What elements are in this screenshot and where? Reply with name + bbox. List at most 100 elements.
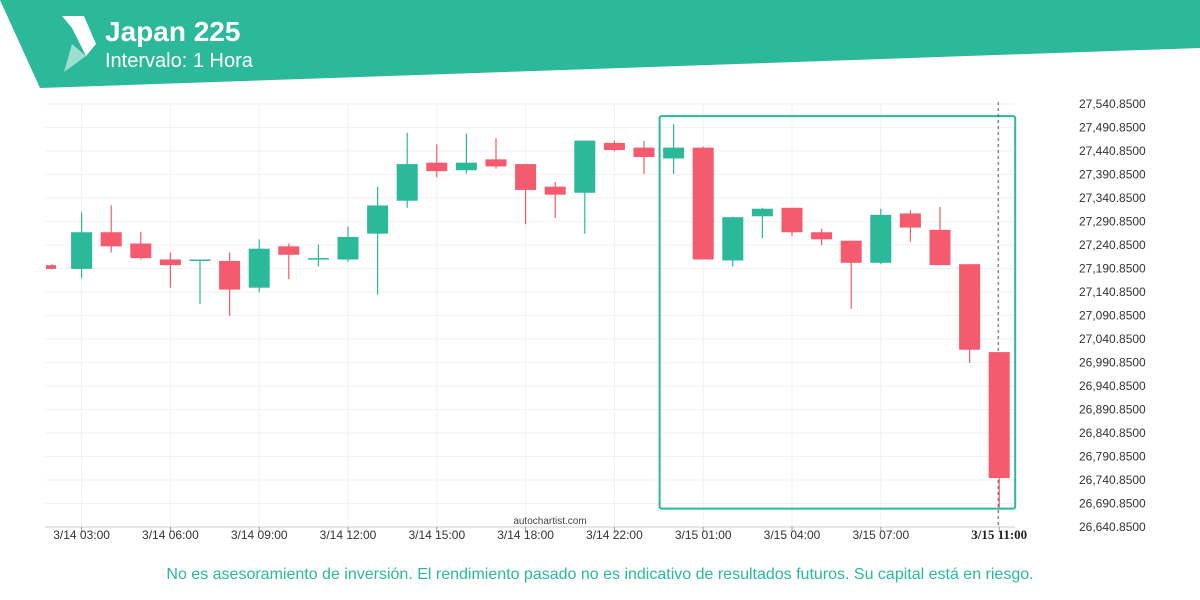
candle-body bbox=[130, 243, 152, 259]
candle bbox=[367, 186, 389, 295]
candle-body bbox=[219, 260, 241, 290]
candle bbox=[544, 181, 566, 219]
x-tick-label: 3/14 12:00 bbox=[320, 528, 377, 542]
candle bbox=[811, 228, 833, 246]
candles bbox=[46, 124, 1010, 509]
candle bbox=[337, 226, 359, 262]
y-tick-label: 26,740.8500 bbox=[1079, 473, 1146, 487]
candle-body bbox=[396, 164, 418, 201]
candle-body bbox=[100, 232, 122, 247]
x-tick-label: 3/14 15:00 bbox=[408, 528, 465, 542]
candle-body bbox=[988, 352, 1010, 479]
candle bbox=[130, 232, 152, 260]
candle bbox=[455, 133, 477, 174]
candle bbox=[219, 252, 241, 316]
candle bbox=[396, 132, 418, 208]
y-tick-label: 26,640.8500 bbox=[1079, 520, 1146, 534]
candle-body bbox=[455, 162, 477, 171]
candle bbox=[988, 352, 1010, 509]
candle bbox=[574, 140, 596, 234]
y-axis: 27,540.8500 27,490.8500 27,440.8500 27,390.… bbox=[1079, 97, 1146, 534]
pattern-highlight-rect bbox=[658, 115, 1017, 510]
interval-subtitle: Intervalo: 1 Hora bbox=[105, 50, 253, 72]
y-tick-label: 26,840.8500 bbox=[1079, 426, 1146, 440]
x-tick-label: 3/15 11:00 bbox=[971, 527, 1027, 542]
candle bbox=[751, 207, 773, 239]
y-tick-label: 27,390.8500 bbox=[1079, 168, 1146, 182]
candle-body bbox=[840, 240, 862, 263]
candle bbox=[692, 146, 714, 260]
candle bbox=[71, 212, 93, 279]
x-tick-label: 3/14 09:00 bbox=[231, 528, 288, 542]
candle-body bbox=[46, 265, 56, 269]
candle bbox=[840, 240, 862, 309]
watermark-text: autochartist.com bbox=[513, 516, 586, 527]
y-tick-label: 27,190.8500 bbox=[1079, 262, 1146, 276]
candle bbox=[278, 243, 300, 280]
y-tick-label: 27,290.8500 bbox=[1079, 215, 1146, 229]
candle-body bbox=[426, 162, 448, 172]
y-tick-label: 27,240.8500 bbox=[1079, 238, 1146, 252]
autochartist-logo-icon bbox=[62, 16, 96, 72]
candle-body bbox=[811, 232, 833, 240]
candle-body bbox=[544, 186, 566, 195]
candle bbox=[870, 208, 892, 265]
candle-body bbox=[278, 246, 300, 255]
y-tick-label: 27,340.8500 bbox=[1079, 191, 1146, 205]
candle-body bbox=[307, 258, 329, 260]
candle-body bbox=[692, 147, 714, 260]
candle bbox=[929, 206, 951, 266]
candle bbox=[899, 210, 921, 242]
candle-body bbox=[751, 208, 773, 217]
candle-body bbox=[959, 264, 981, 350]
x-tick-label: 3/14 03:00 bbox=[53, 528, 110, 542]
candle bbox=[426, 144, 448, 178]
candle bbox=[633, 141, 655, 174]
y-tick-label: 27,540.8500 bbox=[1079, 97, 1146, 111]
candle-body bbox=[189, 259, 211, 261]
candle bbox=[189, 259, 211, 305]
candle bbox=[100, 205, 122, 253]
y-tick-label: 26,790.8500 bbox=[1079, 450, 1146, 464]
x-tick-label: 3/14 22:00 bbox=[586, 528, 643, 542]
candle-body bbox=[574, 140, 596, 193]
candle bbox=[46, 264, 56, 270]
x-tick-label: 3/14 06:00 bbox=[142, 528, 199, 542]
candle-body bbox=[929, 229, 951, 266]
candle bbox=[159, 252, 181, 288]
x-axis: 3/14 03:00 3/14 06:00 3/14 09:00 3/14 12:00… bbox=[45, 526, 1027, 542]
x-tick-label: 3/15 01:00 bbox=[675, 528, 732, 542]
y-tick-label: 26,940.8500 bbox=[1079, 379, 1146, 393]
x-tick-label: 3/15 04:00 bbox=[764, 528, 821, 542]
candle-body bbox=[870, 214, 892, 263]
candle-body bbox=[633, 147, 655, 158]
candle-body bbox=[603, 142, 625, 150]
candle-body bbox=[663, 147, 685, 159]
candle bbox=[485, 138, 507, 169]
candle bbox=[959, 264, 981, 363]
candle-body bbox=[781, 207, 803, 233]
x-tick-label: 3/14 18:00 bbox=[497, 528, 554, 542]
y-tick-label: 27,040.8500 bbox=[1079, 332, 1146, 346]
y-tick-label: 27,490.8500 bbox=[1079, 121, 1146, 135]
header-background bbox=[0, 0, 1200, 88]
y-tick-label: 27,440.8500 bbox=[1079, 144, 1146, 158]
candle-body bbox=[159, 259, 181, 266]
y-tick-label: 27,090.8500 bbox=[1079, 309, 1146, 323]
candle-body bbox=[71, 232, 93, 269]
header-band bbox=[0, 0, 1200, 88]
candle bbox=[663, 124, 685, 174]
candle bbox=[781, 207, 803, 236]
candle-body bbox=[248, 248, 270, 288]
x-tick-label: 3/15 07:00 bbox=[852, 528, 909, 542]
candle-body bbox=[485, 159, 507, 167]
candle-body bbox=[515, 164, 537, 190]
risk-disclaimer: No es asesoramiento de inversión. El ren… bbox=[166, 566, 1034, 583]
y-tick-label: 27,140.8500 bbox=[1079, 285, 1146, 299]
candle bbox=[722, 216, 744, 267]
y-tick-label: 26,690.8500 bbox=[1079, 497, 1146, 511]
y-tick-label: 26,990.8500 bbox=[1079, 356, 1146, 370]
instrument-title: Japan 225 bbox=[105, 16, 241, 47]
candle bbox=[248, 239, 270, 293]
